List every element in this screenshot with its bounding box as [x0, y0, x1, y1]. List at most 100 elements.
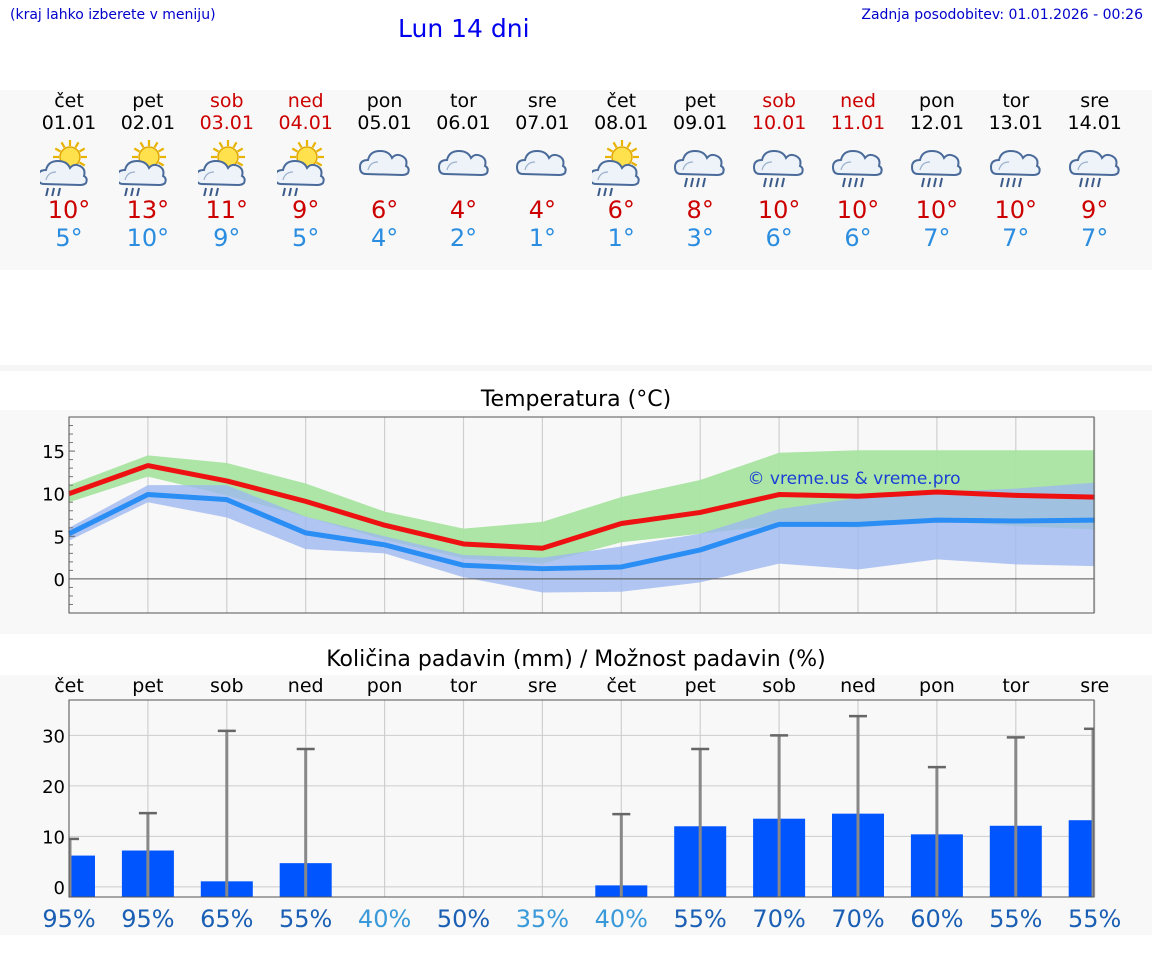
cloud-shape: [358, 149, 410, 177]
day-date: 12.01: [909, 112, 965, 134]
series-line-max: [68, 463, 1095, 551]
rain-drop: [281, 187, 286, 196]
day-date: 09.01: [672, 112, 728, 134]
cloud-shade: [282, 171, 293, 181]
cloud-shape: [910, 149, 962, 177]
cloud-shape: [437, 149, 489, 177]
rain-drop: [1096, 177, 1101, 188]
y-tick-label: 0: [54, 570, 65, 591]
cloud-shape: [831, 149, 883, 177]
x-day-label: pet: [685, 675, 716, 697]
cloud: [831, 149, 883, 188]
x-day-label: ned: [288, 675, 324, 697]
sun-ray: [74, 141, 80, 149]
day-name: tor: [450, 90, 477, 112]
sun-ray: [315, 161, 322, 167]
rain-drop: [208, 187, 213, 196]
sun-ray: [139, 141, 145, 149]
daily-forecast-band: [0, 90, 1152, 270]
last-update: Zadnja posodobitev: 01.01.2026 - 00:26: [861, 7, 1143, 23]
cloud-rain-icon: [753, 149, 804, 188]
cloud-shade: [367, 161, 378, 171]
rain-drop: [45, 187, 49, 196]
y-tick-label: 10: [42, 827, 65, 848]
precip-probability: 55%: [674, 905, 727, 933]
rain-drop: [932, 177, 937, 188]
plot-frame: [68, 416, 1095, 614]
precip-probability: 55%: [989, 905, 1042, 933]
sun-ray: [236, 161, 244, 167]
cloud-shade: [919, 161, 930, 171]
day-date: 03.01: [199, 112, 254, 134]
separator: [0, 365, 1152, 371]
sun-ray: [607, 147, 614, 153]
rain-drop: [293, 187, 298, 196]
temp-min: 6°: [844, 224, 872, 252]
temp-min: 7°: [923, 224, 951, 252]
precip-probability: 95%: [42, 905, 95, 933]
precip-probability: 40%: [358, 905, 411, 933]
temp-max: 10°: [915, 196, 959, 224]
temp-min: 7°: [1002, 224, 1030, 252]
precip-bar: [1068, 820, 1094, 897]
day-column: pet 09.01 8° 3°: [661, 90, 739, 252]
cloud: [910, 149, 962, 188]
day-column: čet 08.01 6° 1°: [582, 90, 660, 252]
range-band-max: [69, 450, 1095, 564]
cloud-shape: [989, 149, 1041, 177]
series-line-min: [67, 492, 1095, 572]
day-column: ned 11.01 10° 6°: [819, 90, 897, 252]
day-date: 05.01: [357, 112, 412, 134]
cloud-rain-icon: [831, 149, 883, 188]
sun-cloud-rain-icon: [40, 140, 88, 196]
cloud-shade: [998, 161, 1009, 171]
sun-cloud-rain-icon: [118, 140, 167, 196]
cloud-shape: [40, 159, 88, 187]
temp-min: 4°: [370, 224, 399, 252]
sun-ray: [232, 141, 238, 149]
cloud-shade: [682, 161, 694, 171]
cloud: [40, 159, 88, 196]
cloud: [276, 159, 325, 196]
precipitation-chart: čet pet sob ned pon tor sre čet pet sob ned pon tor s…: [42, 675, 1121, 933]
temp-max: 10°: [757, 196, 801, 224]
day-date: 01.01: [41, 112, 97, 134]
sun-ray: [311, 141, 317, 149]
cloud-shade: [524, 161, 536, 171]
day-column: sre 14.01 9° 7°: [1056, 90, 1134, 252]
temp-max: 10°: [836, 196, 880, 224]
location-hint: (kraj lahko izberete v meniju): [10, 7, 216, 23]
temp-max: 6°: [607, 196, 635, 224]
temp-min: 2°: [449, 224, 478, 252]
cloud: [674, 149, 725, 188]
y-tick-label: 0: [54, 878, 65, 899]
day-column: tor 13.01 10° 7°: [977, 90, 1055, 252]
y-tick-label: 10: [42, 485, 65, 506]
cloud: [197, 159, 246, 196]
rain-drop: [781, 177, 786, 188]
day-date: 04.01: [278, 112, 333, 134]
page-title: Lun 14 dni: [398, 14, 530, 43]
rain-drop: [920, 177, 925, 188]
day-date: 11.01: [830, 112, 886, 134]
day-name: tor: [1002, 90, 1030, 112]
cloud: [753, 149, 804, 188]
temp-min: 1°: [528, 224, 557, 252]
cloud-shape: [1068, 149, 1120, 177]
y-tick-label: 20: [42, 777, 65, 798]
temp-max: 4°: [449, 196, 478, 224]
rain-drop: [1078, 177, 1083, 188]
sun-ray: [315, 147, 322, 153]
day-name: pon: [919, 90, 955, 112]
day-column: pet 02.01 13° 10°: [109, 90, 187, 252]
sun-ray: [612, 141, 618, 149]
temperature-chart: 0 5 10 15 © vreme.us & vreme.pro: [42, 416, 1096, 614]
cloud-shape: [592, 159, 640, 187]
cloud-shade: [840, 161, 852, 171]
sun-ray: [218, 141, 224, 149]
cloud-shade: [761, 161, 773, 171]
precip-probability: 55%: [279, 905, 332, 933]
day-column: tor 06.01 4° 2°: [425, 90, 503, 252]
cloud-rain-icon: [910, 149, 962, 188]
day-name: pet: [132, 90, 164, 112]
